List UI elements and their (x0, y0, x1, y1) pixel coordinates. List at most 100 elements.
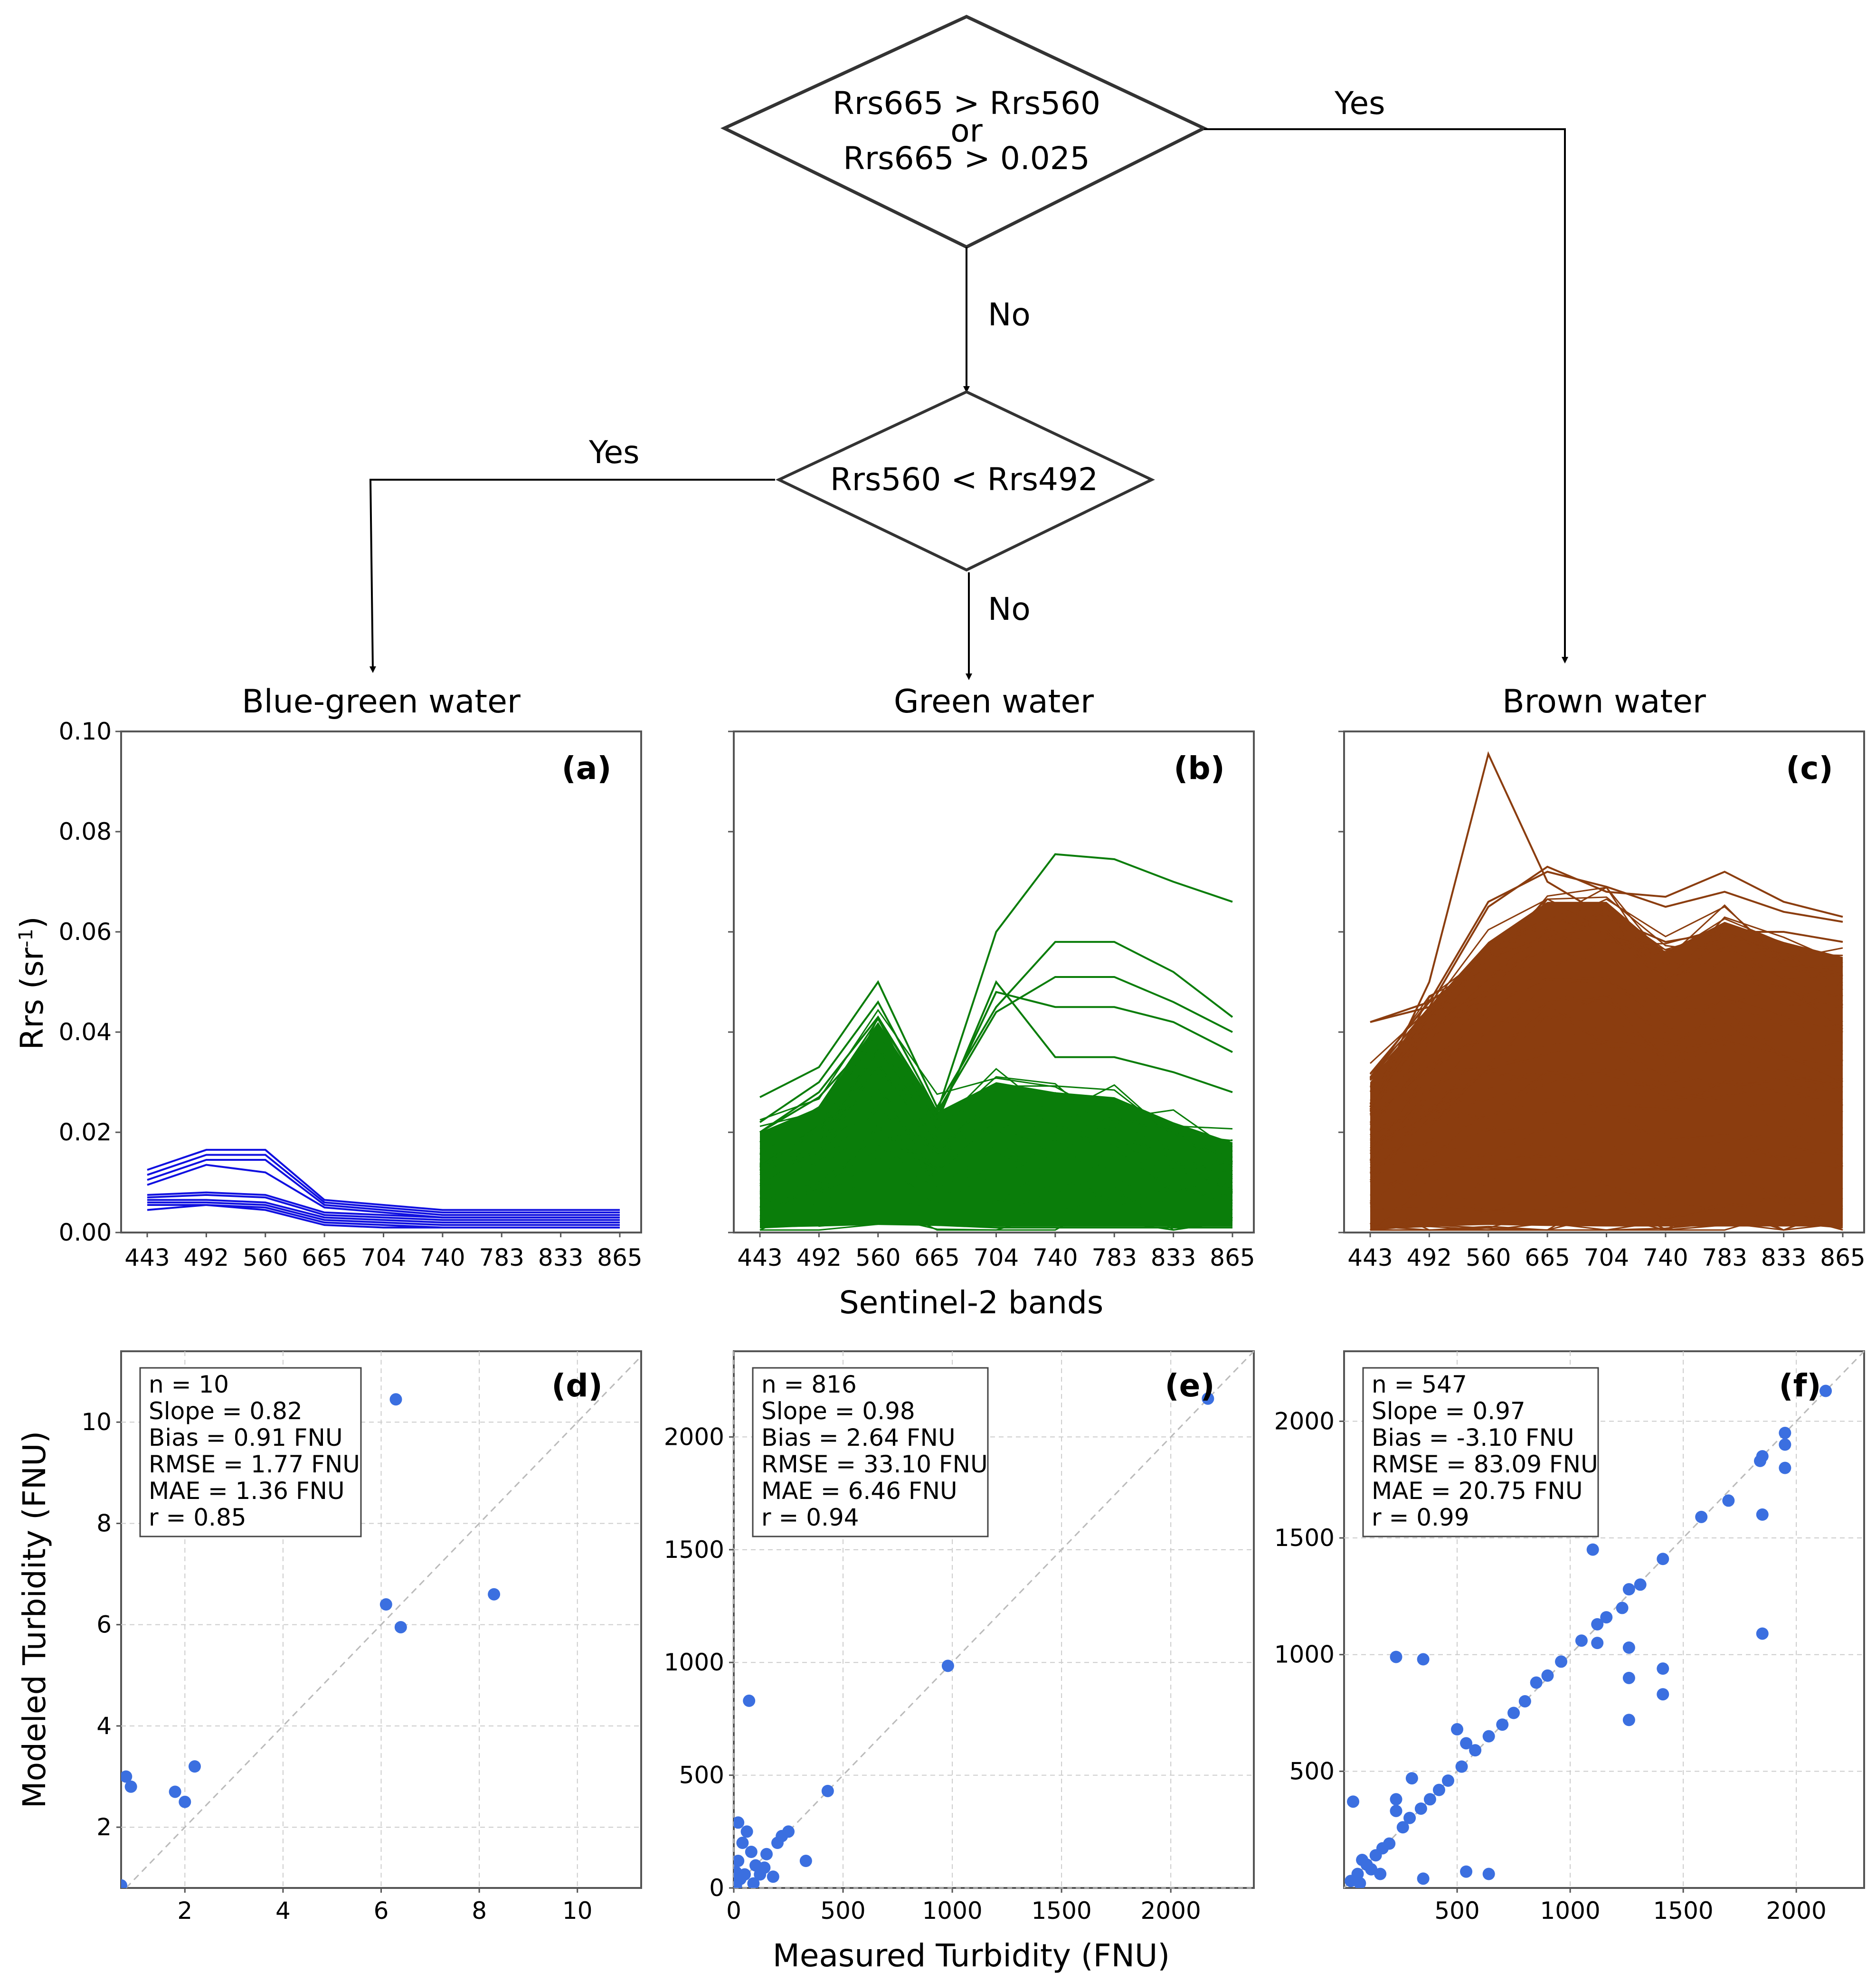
xtick-label-c: 492 (1407, 1244, 1452, 1271)
panel-label-e: (e) (1165, 1367, 1214, 1404)
stats-line-e: RMSE = 33.10 FNU (761, 1451, 988, 1478)
series-line-b (759, 1125, 1233, 1189)
data-point (767, 1870, 779, 1883)
data-point (734, 1877, 741, 1888)
data-point (736, 1837, 749, 1849)
data-point (1347, 1795, 1360, 1808)
data-point (1779, 1461, 1791, 1474)
series-line-a (147, 1191, 620, 1219)
data-point (1657, 1688, 1669, 1701)
data-point (740, 1825, 753, 1838)
series-group-a (147, 1148, 620, 1229)
plot-frame-b (733, 730, 1255, 1233)
data-point (1482, 1730, 1495, 1743)
data-point (1779, 1426, 1791, 1439)
data-point (1756, 1508, 1769, 1521)
xtick-label-a: 443 (124, 1244, 170, 1271)
series-line-c (1370, 1158, 1843, 1231)
ytick-label-a: 0.00 (59, 1219, 112, 1246)
data-point (734, 1816, 745, 1829)
series-line-b (759, 980, 1233, 1143)
panel-label-f: (f) (1779, 1367, 1821, 1404)
data-point (1403, 1811, 1416, 1824)
ylabel-rrs-sup: -1 (15, 929, 37, 948)
xlabel-sentinel-bands: Sentinel-2 bands (839, 1284, 1104, 1321)
series-line-b (759, 1105, 1233, 1189)
series-line-c (1369, 1153, 1843, 1224)
data-point (179, 1795, 191, 1808)
data-point (1695, 1510, 1708, 1523)
stats-line-e: Slope = 0.98 (761, 1397, 915, 1425)
ytick-label-d: 6 (96, 1611, 112, 1639)
data-point (799, 1855, 812, 1868)
data-point (1202, 1392, 1214, 1405)
series-line-c (1369, 957, 1843, 1088)
data-point (169, 1785, 181, 1798)
xtick-label-f: 1000 (1540, 1897, 1600, 1925)
data-point (1414, 1802, 1427, 1815)
series-line-b (759, 1216, 1232, 1229)
ytick-label-a: 0.08 (59, 818, 112, 845)
data-point (1756, 1627, 1769, 1640)
series-line-c (1370, 1149, 1843, 1197)
panel-label-a: (a) (562, 750, 612, 787)
ylabel-modeled-turbidity: Modeled Turbidity (FNU) (16, 1431, 53, 1808)
series-line-b (759, 1017, 1233, 1168)
stats-line-f: RMSE = 83.09 FNU (1372, 1451, 1598, 1478)
series-line-c (1369, 1065, 1843, 1183)
panel-label-b: (b) (1174, 750, 1225, 787)
series-line-c (1370, 995, 1843, 1116)
series-line-c (1370, 1127, 1843, 1208)
data-point (1356, 1854, 1369, 1867)
xtick-label-c: 665 (1525, 1244, 1570, 1271)
ytick-label-d: 4 (96, 1712, 112, 1740)
series-line-a (147, 1194, 620, 1221)
points-e (734, 1392, 1214, 1888)
series-line-b (759, 1096, 1233, 1193)
xtick-label-e: 2000 (1141, 1897, 1201, 1925)
xtick-label-d: 2 (177, 1897, 192, 1925)
xtick-label-e: 0 (726, 1897, 741, 1925)
panel-a: Blue-green water 0.00 0.02 0.04 0.06 0.08 0.10… (59, 683, 643, 1271)
yes-connector-left (369, 479, 775, 673)
data-point (734, 1866, 742, 1878)
stats-line-f: MAE = 20.75 FNU (1372, 1477, 1582, 1505)
data-point (1451, 1723, 1464, 1735)
series-line-b (759, 1089, 1233, 1172)
data-point (1575, 1634, 1588, 1647)
stats-line-d: RMSE = 1.77 FNU (149, 1451, 360, 1478)
data-point (1819, 1385, 1832, 1397)
data-point (1754, 1454, 1766, 1467)
data-point (747, 1877, 760, 1888)
decision1-line3: Rrs665 > 0.025 (843, 140, 1090, 177)
ytick-label-e: 1000 (664, 1649, 724, 1676)
series-group-b (759, 853, 1233, 1231)
yes-connector-right (1204, 128, 1568, 664)
series-line-b (759, 1090, 1233, 1165)
data-point (1779, 1438, 1791, 1451)
stats-box-f (1362, 1367, 1599, 1537)
series-line-b (759, 1068, 1233, 1172)
xtick-label-a: 865 (597, 1244, 642, 1271)
series-line-b (759, 941, 1233, 1110)
xtick-label-b: 740 (1033, 1244, 1078, 1271)
data-point (488, 1588, 501, 1601)
stats-line-f: n = 547 (1372, 1371, 1467, 1398)
ytick-label-f: 1000 (1274, 1641, 1335, 1669)
ytick-label-a: 0.10 (59, 718, 112, 745)
series-line-c (1370, 1112, 1843, 1174)
stats-line-f: Bias = -3.10 FNU (1372, 1424, 1574, 1451)
series-line-c (1370, 1058, 1843, 1170)
series-line-c (1369, 973, 1843, 1111)
data-point (389, 1393, 402, 1406)
xtick-label-a: 833 (538, 1244, 583, 1271)
data-point (745, 1846, 758, 1859)
ytick-label-f: 500 (1289, 1757, 1335, 1785)
decision1-line1: Rrs665 > Rrs560 (833, 85, 1100, 122)
ylabel-rrs-end: ) (14, 916, 50, 929)
series-line-b (759, 1195, 1233, 1231)
xtick-label-f: 1500 (1653, 1897, 1714, 1925)
ytick-label-d: 2 (96, 1813, 112, 1841)
series-line-c (1370, 1171, 1843, 1231)
data-point (1405, 1772, 1418, 1785)
